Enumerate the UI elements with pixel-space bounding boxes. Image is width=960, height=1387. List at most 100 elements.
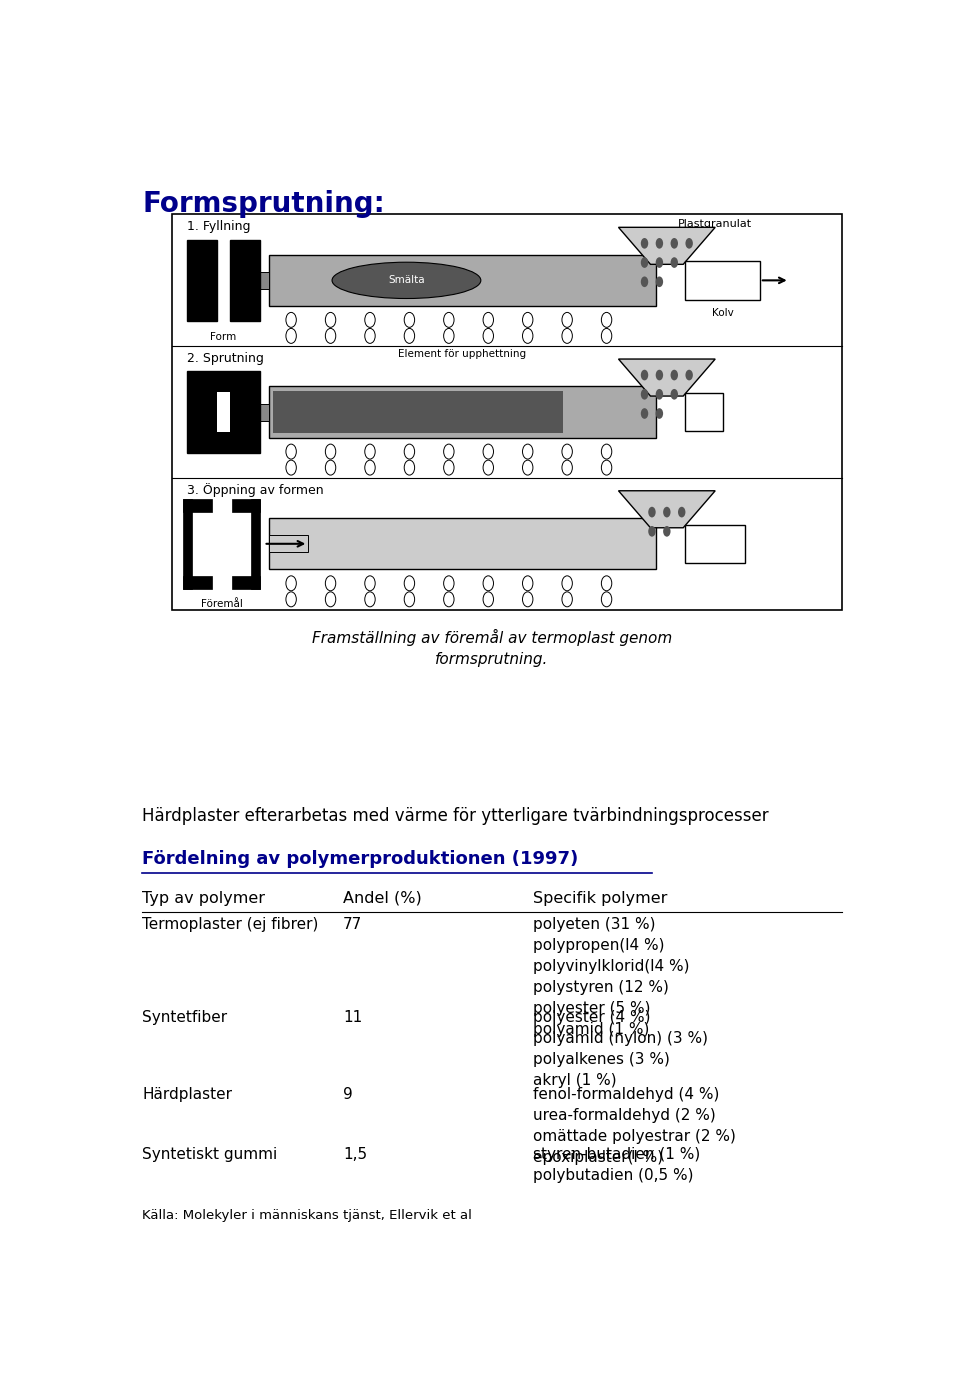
Circle shape — [562, 444, 572, 459]
Circle shape — [522, 576, 533, 591]
Circle shape — [562, 576, 572, 591]
Circle shape — [522, 329, 533, 344]
Bar — [269, 387, 656, 438]
Circle shape — [663, 506, 670, 517]
Text: Form: Form — [210, 331, 236, 341]
Text: Termoplaster (ej fibrer): Termoplaster (ej fibrer) — [142, 917, 319, 932]
Circle shape — [404, 312, 415, 327]
Circle shape — [522, 460, 533, 476]
Text: 3. Öppning av formen: 3. Öppning av formen — [187, 483, 324, 498]
Circle shape — [670, 388, 678, 399]
Text: 77: 77 — [344, 917, 363, 932]
Circle shape — [444, 329, 454, 344]
Circle shape — [404, 592, 415, 606]
Circle shape — [365, 460, 375, 476]
Circle shape — [601, 592, 612, 606]
Text: styren-butadien (1 %)
polybutadien (0,5 %): styren-butadien (1 %) polybutadien (0,5 … — [533, 1147, 700, 1183]
Bar — [172, 215, 842, 610]
Circle shape — [286, 460, 297, 476]
Circle shape — [365, 329, 375, 344]
Circle shape — [656, 370, 663, 380]
Bar — [269, 535, 308, 552]
Circle shape — [325, 329, 336, 344]
Circle shape — [601, 312, 612, 327]
Circle shape — [286, 576, 297, 591]
Bar — [217, 391, 230, 433]
Circle shape — [641, 257, 648, 268]
Text: Syntetiskt gummi: Syntetiskt gummi — [142, 1147, 277, 1162]
Ellipse shape — [332, 262, 481, 298]
Text: Fördelning av polymerproduktionen (1997): Fördelning av polymerproduktionen (1997) — [142, 850, 579, 868]
Circle shape — [325, 460, 336, 476]
Text: Kolv: Kolv — [711, 308, 733, 318]
Circle shape — [641, 276, 648, 287]
Bar — [685, 393, 723, 431]
Circle shape — [483, 444, 493, 459]
Bar — [685, 261, 760, 300]
Bar — [251, 499, 260, 588]
Circle shape — [404, 329, 415, 344]
Bar — [187, 240, 217, 320]
Text: fenol-formaldehyd (4 %)
urea-formaldehyd (2 %)
omättade polyestrar (2 %)
epoxipl: fenol-formaldehyd (4 %) urea-formaldehyd… — [533, 1087, 735, 1165]
Circle shape — [444, 444, 454, 459]
Text: Syntetfiber: Syntetfiber — [142, 1010, 228, 1025]
Circle shape — [365, 312, 375, 327]
Circle shape — [444, 576, 454, 591]
Text: polyeten (31 %)
polypropen(l4 %)
polyvinylklorid(l4 %)
polystyren (12 %)
polyest: polyeten (31 %) polypropen(l4 %) polyvin… — [533, 917, 689, 1037]
Circle shape — [656, 408, 663, 419]
Circle shape — [641, 388, 648, 399]
Text: Formsprutning:: Formsprutning: — [142, 190, 385, 218]
Bar — [187, 372, 260, 452]
Bar — [231, 499, 260, 512]
Bar — [260, 404, 269, 420]
Bar — [269, 519, 656, 570]
Circle shape — [562, 312, 572, 327]
Circle shape — [562, 460, 572, 476]
Text: formsprutning.: formsprutning. — [435, 652, 549, 667]
Text: Härdplaster: Härdplaster — [142, 1087, 232, 1103]
Bar — [231, 576, 260, 588]
Circle shape — [365, 444, 375, 459]
Bar — [183, 499, 192, 588]
Text: Element för upphettning: Element för upphettning — [398, 348, 526, 359]
Circle shape — [444, 460, 454, 476]
Bar — [269, 255, 656, 307]
Circle shape — [670, 239, 678, 248]
Circle shape — [404, 460, 415, 476]
Text: Plastgranulat: Plastgranulat — [678, 219, 753, 229]
Bar — [260, 272, 269, 288]
Text: Andel (%): Andel (%) — [344, 890, 422, 906]
Text: 9: 9 — [344, 1087, 353, 1103]
Circle shape — [656, 276, 663, 287]
Text: 11: 11 — [344, 1010, 363, 1025]
Circle shape — [656, 257, 663, 268]
Bar — [685, 524, 745, 563]
Circle shape — [670, 257, 678, 268]
Circle shape — [483, 460, 493, 476]
Circle shape — [656, 239, 663, 248]
Circle shape — [601, 329, 612, 344]
Circle shape — [483, 592, 493, 606]
Circle shape — [641, 370, 648, 380]
Text: 1. Fyllning: 1. Fyllning — [187, 221, 251, 233]
Circle shape — [483, 312, 493, 327]
Text: 2. Sprutning: 2. Sprutning — [187, 351, 264, 365]
Polygon shape — [618, 227, 715, 265]
Text: Föremål: Föremål — [201, 599, 243, 609]
Circle shape — [601, 444, 612, 459]
Circle shape — [522, 592, 533, 606]
Bar — [273, 391, 563, 433]
Circle shape — [286, 312, 297, 327]
Text: polyester (4 %)
polyamid (nylon) (3 %)
polyalkenes (3 %)
akryl (1 %): polyester (4 %) polyamid (nylon) (3 %) p… — [533, 1010, 708, 1089]
Circle shape — [670, 370, 678, 380]
Circle shape — [685, 370, 693, 380]
Circle shape — [641, 239, 648, 248]
Bar — [183, 576, 211, 588]
Text: Specifik polymer: Specifik polymer — [533, 890, 667, 906]
Circle shape — [483, 329, 493, 344]
Circle shape — [601, 576, 612, 591]
Circle shape — [325, 576, 336, 591]
Circle shape — [325, 312, 336, 327]
Circle shape — [562, 592, 572, 606]
Text: Smälta: Smälta — [388, 276, 424, 286]
